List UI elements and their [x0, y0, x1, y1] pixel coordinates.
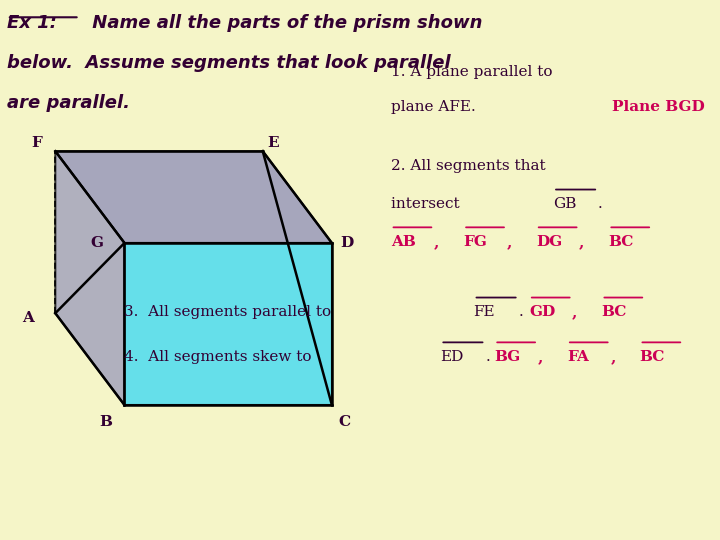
- Text: BC: BC: [608, 235, 634, 249]
- Text: 3.  All segments parallel to: 3. All segments parallel to: [125, 305, 336, 319]
- Text: GD: GD: [529, 305, 555, 319]
- Text: FE: FE: [474, 305, 495, 319]
- Text: DG: DG: [536, 235, 562, 249]
- Text: D: D: [340, 236, 354, 250]
- Text: GB: GB: [553, 197, 577, 211]
- Text: BC: BC: [601, 305, 627, 319]
- Text: ,: ,: [572, 305, 583, 319]
- Text: G: G: [91, 236, 104, 250]
- Text: ,: ,: [611, 350, 621, 364]
- Text: ,: ,: [538, 350, 549, 364]
- Text: ,: ,: [507, 235, 518, 249]
- Text: Ex 1:: Ex 1:: [7, 14, 57, 31]
- Text: Plane BGD: Plane BGD: [612, 100, 705, 114]
- Text: 1. A plane parallel to: 1. A plane parallel to: [391, 65, 552, 79]
- Text: ED: ED: [441, 350, 464, 364]
- Text: F: F: [31, 137, 42, 151]
- Text: A: A: [22, 311, 34, 325]
- Text: 4.  All segments skew to: 4. All segments skew to: [125, 350, 317, 364]
- Text: ,: ,: [434, 235, 445, 249]
- Text: below.  Assume segments that look parallel: below. Assume segments that look paralle…: [7, 54, 451, 72]
- Text: .: .: [485, 350, 490, 364]
- Text: AB: AB: [391, 235, 415, 249]
- Text: 2. All segments that: 2. All segments that: [391, 159, 545, 173]
- Text: intersect: intersect: [391, 197, 464, 211]
- Text: B: B: [99, 415, 112, 429]
- Text: .: .: [598, 197, 603, 211]
- Text: BG: BG: [495, 350, 521, 364]
- Text: BC: BC: [639, 350, 665, 364]
- Text: .: .: [518, 305, 523, 319]
- Text: FG: FG: [463, 235, 487, 249]
- Text: Name all the parts of the prism shown: Name all the parts of the prism shown: [86, 14, 483, 31]
- Polygon shape: [55, 151, 332, 243]
- Text: plane AFE.: plane AFE.: [391, 100, 475, 114]
- Text: are parallel.: are parallel.: [7, 94, 130, 112]
- Polygon shape: [55, 151, 125, 405]
- Polygon shape: [125, 243, 332, 405]
- Text: E: E: [267, 137, 279, 151]
- Text: ,: ,: [580, 235, 590, 249]
- Text: C: C: [338, 415, 351, 429]
- Text: FA: FA: [567, 350, 589, 364]
